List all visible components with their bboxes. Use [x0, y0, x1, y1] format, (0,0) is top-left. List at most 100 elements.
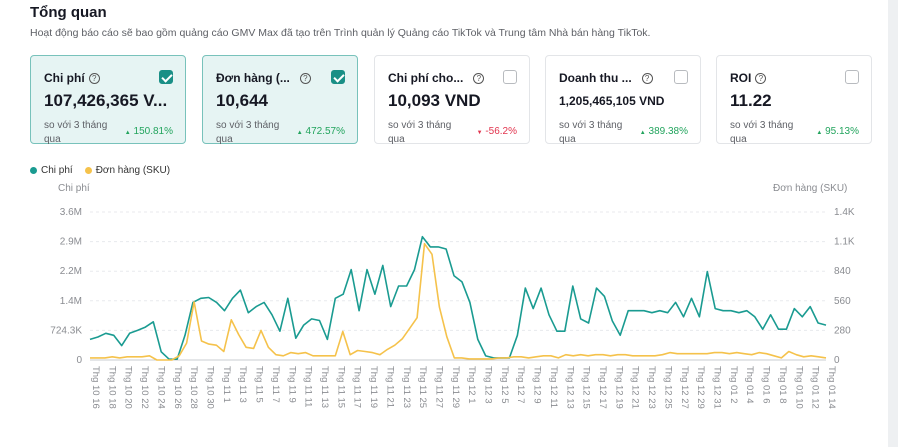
- legend-item-cost[interactable]: Chi phí: [30, 165, 73, 176]
- x-tick-label: Thg 12 17: [597, 366, 608, 409]
- x-tick-label: Thg 12 5: [499, 366, 510, 404]
- x-tick-label: Thg 01 14: [826, 366, 837, 409]
- left-tick-label: 2.9M: [60, 237, 82, 248]
- metric-value: 11.22: [730, 91, 772, 110]
- metric-card-roi[interactable]: ROI? 11.22 so với 3 tháng qua ▲ 95.13%: [716, 55, 872, 145]
- left-axis-title: Chi phí: [58, 183, 90, 194]
- metric-value: 10,093 VND: [388, 91, 481, 110]
- x-tick-label: Thg 10 16: [90, 366, 101, 409]
- x-tick-label: Thg 01 6: [761, 366, 772, 404]
- metric-change: ▲ 150.81%: [124, 126, 173, 137]
- arrow-down-icon: ▼: [476, 130, 483, 136]
- right-tick-label: 1.1K: [834, 237, 855, 248]
- help-icon[interactable]: ?: [641, 72, 653, 84]
- x-tick-label: Thg 12 15: [581, 366, 592, 409]
- x-tick-label: Thg 11 3: [237, 366, 248, 403]
- x-tick-label: Thg 10 18: [106, 366, 117, 409]
- series-line-orders: [90, 242, 827, 361]
- left-tick-label: 1.4M: [60, 296, 82, 307]
- x-tick-label: Thg 01 10: [793, 366, 804, 409]
- x-tick-label: Thg 10 22: [139, 366, 150, 409]
- x-tick-label: Thg 12 13: [564, 366, 575, 409]
- right-tick-label: 0: [834, 355, 840, 366]
- metric-card-cost-per-order[interactable]: Chi phí cho...? 10,093 VND so với 3 thán…: [374, 55, 530, 145]
- left-tick-label: 0: [76, 355, 82, 366]
- metric-checkbox[interactable]: [331, 70, 345, 84]
- chart-legend: Chi phí Đơn hàng (SKU): [30, 165, 182, 176]
- metric-label: Chi phí?: [44, 71, 100, 85]
- metric-change: ▲ 95.13%: [816, 126, 859, 137]
- x-tick-label: Thg 11 21: [384, 366, 395, 408]
- x-tick-label: Thg 11 1: [221, 366, 232, 403]
- right-axis-title: Đơn hàng (SKU): [773, 183, 848, 194]
- metric-checkbox[interactable]: [503, 70, 517, 84]
- metric-label: Đơn hàng (...?: [216, 71, 311, 85]
- x-tick-label: Thg 11 11: [303, 366, 314, 407]
- x-tick-label: Thg 10 24: [155, 366, 166, 409]
- page-subtitle: Hoạt động báo cáo sẽ bao gồm quảng cáo G…: [30, 27, 651, 39]
- metric-label: Doanh thu ...?: [559, 71, 653, 85]
- legend-item-orders[interactable]: Đơn hàng (SKU): [84, 165, 170, 176]
- metric-checkbox[interactable]: [674, 70, 688, 84]
- left-tick-label: 724.3K: [50, 325, 82, 336]
- metric-compare-text: so với 3 tháng qua: [388, 120, 452, 145]
- help-icon[interactable]: ?: [755, 72, 767, 84]
- arrow-up-icon: ▲: [816, 130, 823, 136]
- x-tick-label: Thg 12 31: [712, 366, 723, 409]
- x-tick-label: Thg 11 15: [335, 366, 346, 408]
- x-tick-label: Thg 12 9: [532, 366, 543, 404]
- arrow-up-icon: ▲: [124, 130, 131, 136]
- metric-value: 1,205,465,105 VND: [559, 94, 665, 108]
- arrow-up-icon: ▲: [296, 130, 303, 136]
- metric-label: ROI?: [730, 71, 767, 85]
- right-tick-label: 280: [834, 325, 851, 336]
- x-tick-label: Thg 10 20: [123, 366, 134, 409]
- x-tick-label: Thg 11 25: [417, 366, 428, 408]
- metric-compare-text: so với 3 tháng qua: [730, 120, 794, 145]
- x-tick-label: Thg 12 7: [515, 366, 526, 404]
- metric-checkbox[interactable]: [845, 70, 859, 84]
- x-tick-label: Thg 12 23: [646, 366, 657, 409]
- right-tick-label: 1.4K: [834, 207, 855, 218]
- metric-change: ▲ 472.57%: [296, 126, 345, 137]
- legend-dot-icon: [30, 167, 37, 174]
- metric-value: 10,644: [216, 91, 268, 110]
- x-tick-label: Thg 11 9: [286, 366, 297, 403]
- x-tick-label: Thg 11 27: [433, 366, 444, 408]
- x-tick-label: Thg 11 13: [319, 366, 330, 408]
- x-tick-label: Thg 12 3: [483, 366, 494, 404]
- x-tick-label: Thg 01 8: [777, 366, 788, 404]
- x-tick-label: Thg 11 29: [450, 366, 461, 408]
- metric-compare-text: so với 3 tháng qua: [216, 120, 280, 145]
- series-line-cost: [89, 235, 827, 361]
- x-tick-label: Thg 12 29: [695, 366, 706, 409]
- x-tick-label: Thg 12 11: [548, 366, 559, 408]
- left-tick-label: 2.2M: [60, 266, 82, 277]
- legend-dot-icon: [84, 167, 92, 174]
- x-tick-label: Thg 12 27: [679, 366, 690, 409]
- x-tick-label: Thg 11 7: [270, 366, 281, 403]
- metric-change: ▲ 389.38%: [639, 126, 688, 137]
- help-icon[interactable]: ?: [88, 72, 100, 84]
- x-tick-label: Thg 10 28: [188, 366, 199, 409]
- right-tick-label: 560: [834, 296, 851, 307]
- help-icon[interactable]: ?: [473, 72, 485, 84]
- x-tick-label: Thg 11 23: [401, 366, 412, 408]
- help-icon[interactable]: ?: [299, 72, 311, 84]
- x-tick-label: Thg 01 4: [744, 366, 755, 404]
- x-tick-label: Thg 12 19: [613, 366, 624, 409]
- left-tick-label: 3.6M: [60, 207, 82, 218]
- x-tick-label: Thg 01 2: [728, 366, 739, 404]
- x-tick-label: Thg 11 17: [352, 366, 363, 408]
- metric-card-revenue[interactable]: Doanh thu ...? 1,205,465,105 VND so với …: [545, 55, 701, 145]
- metric-card-orders[interactable]: Đơn hàng (...? 10,644 so với 3 tháng qua…: [202, 55, 358, 145]
- metric-checkbox[interactable]: [159, 70, 173, 84]
- x-tick-label: Thg 11 5: [254, 366, 265, 403]
- metric-card-cost[interactable]: Chi phí? 107,426,365 V... so với 3 tháng…: [30, 55, 186, 145]
- x-tick-label: Thg 11 19: [368, 366, 379, 408]
- metric-label: Chi phí cho...?: [388, 71, 485, 85]
- metric-compare-text: so với 3 tháng qua: [44, 120, 108, 145]
- page-title: Tổng quan: [30, 4, 107, 21]
